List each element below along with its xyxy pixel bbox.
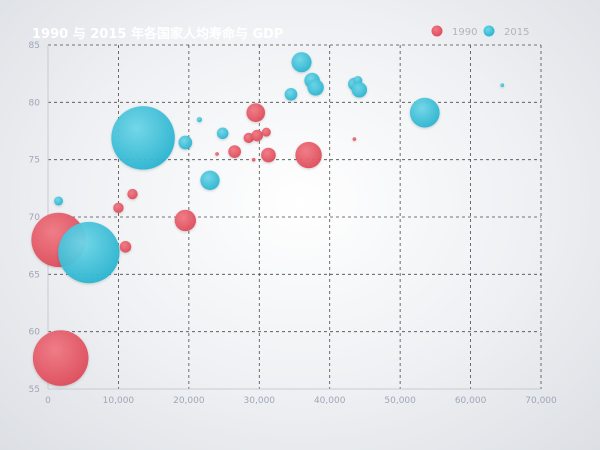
legend-label-2015: 2015 xyxy=(504,27,529,38)
x-tick-label: 40,000 xyxy=(314,396,346,406)
x-tick-label: 10,000 xyxy=(103,396,135,406)
bubble-1990[interactable] xyxy=(174,209,197,232)
bubble-1990[interactable] xyxy=(352,137,357,141)
bubble-1990[interactable] xyxy=(127,188,138,200)
bubble-1990[interactable] xyxy=(251,157,256,162)
bubble-1990[interactable] xyxy=(261,127,271,137)
plot-area xyxy=(31,52,505,386)
legend-swatch-2015 xyxy=(483,25,495,37)
x-tick-label: 30,000 xyxy=(244,396,276,406)
bubble-1990[interactable] xyxy=(243,132,254,144)
legend-item-1990[interactable]: 1990 xyxy=(431,25,478,39)
bubble-2015[interactable] xyxy=(500,83,505,87)
y-tick-label: 75 xyxy=(29,156,40,166)
bubble-2015[interactable] xyxy=(409,97,440,128)
legend-label-1990: 1990 xyxy=(452,27,477,38)
x-tick-label: 50,000 xyxy=(384,396,416,406)
bubble-1990[interactable] xyxy=(251,129,263,142)
bubble-2015[interactable] xyxy=(54,196,64,206)
y-tick-label: 85 xyxy=(29,41,40,51)
bubble-1990[interactable] xyxy=(228,145,241,158)
bubble-1990[interactable] xyxy=(32,330,89,386)
bubble-2015[interactable] xyxy=(58,221,120,284)
legend-swatch-1990 xyxy=(431,25,443,37)
y-tick-label: 70 xyxy=(29,213,41,223)
bubble-1990[interactable] xyxy=(295,141,322,169)
bubble-1990[interactable] xyxy=(119,241,132,253)
legend: 1990 2015 xyxy=(431,25,530,39)
bubble-2015[interactable] xyxy=(178,135,193,150)
y-tick-label: 80 xyxy=(29,98,41,108)
bubble-2015[interactable] xyxy=(351,81,368,98)
bubble-2015[interactable] xyxy=(291,52,312,73)
bubble-2015[interactable] xyxy=(111,106,175,170)
bubble-2015[interactable] xyxy=(307,79,324,96)
x-tick-label: 70,000 xyxy=(525,396,557,406)
legend-item-2015[interactable]: 2015 xyxy=(483,25,530,39)
y-tick-label: 60 xyxy=(29,328,41,338)
x-tick-label: 20,000 xyxy=(173,396,205,406)
bubble-1990[interactable] xyxy=(261,147,276,163)
grid xyxy=(48,44,542,389)
bubble-2015[interactable] xyxy=(200,170,220,191)
bubble-2015[interactable] xyxy=(196,116,203,123)
x-tick-label: 60,000 xyxy=(455,396,487,406)
tick-labels: 0 10,000 20,000 30,000 40,000 50,000 60,000 70,… xyxy=(29,41,557,406)
bubble-2015[interactable] xyxy=(284,87,298,101)
x-tick-label: 0 xyxy=(45,396,51,406)
y-tick-label: 65 xyxy=(29,270,40,280)
bubble-1990[interactable] xyxy=(215,152,219,156)
chart-title: 1990 与 2015 年各国家人均寿命与 GDP xyxy=(32,26,283,42)
y-tick-label: 55 xyxy=(29,385,40,395)
bubble-2015[interactable] xyxy=(216,127,229,140)
bubble-1990[interactable] xyxy=(113,202,124,214)
bubble-1990[interactable] xyxy=(246,103,266,123)
